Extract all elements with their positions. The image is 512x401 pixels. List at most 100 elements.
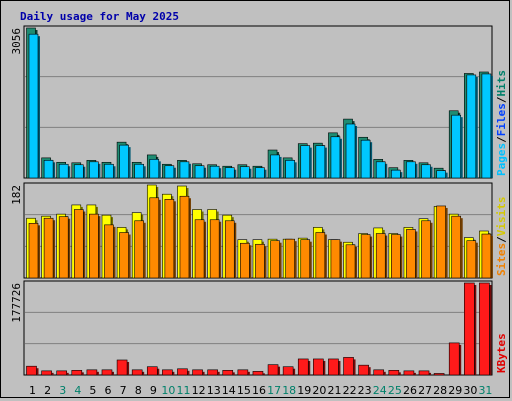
bar-hits-files-24 — [375, 161, 388, 179]
bar-face — [285, 160, 295, 179]
bar-face — [315, 232, 326, 279]
side-label-part: Files — [495, 103, 508, 136]
bar-kbytes-kbytes-18 — [282, 366, 296, 376]
bar-visits-sites-28 — [436, 205, 448, 279]
x-tick-label-29: 29 — [448, 384, 462, 397]
bar-kbytes-kbytes-19 — [297, 358, 311, 376]
bar-kbytes-kbytes-27 — [418, 370, 432, 376]
x-tick-label-1: 1 — [29, 384, 36, 397]
bar-face — [146, 366, 158, 376]
bar-face — [406, 229, 416, 279]
bar-hits-files-17 — [270, 154, 282, 179]
bar-face — [237, 369, 249, 376]
bar-face — [436, 170, 446, 179]
bar-face — [421, 164, 431, 179]
panel-kbytes-box — [23, 280, 493, 376]
bar-hits-files-7 — [119, 144, 131, 179]
bar-face — [373, 369, 385, 376]
bar-visits-sites-18 — [285, 238, 297, 279]
x-tick-label-30: 30 — [463, 384, 477, 397]
bar-face — [224, 167, 235, 179]
bar-face — [255, 243, 265, 279]
bar-face — [58, 163, 69, 179]
bar-face — [89, 213, 99, 279]
bar-hits-files-1 — [28, 33, 40, 179]
bar-face — [240, 166, 250, 179]
bar-visits-sites-6 — [104, 224, 116, 279]
bar-face — [104, 163, 114, 179]
bar-face — [26, 365, 37, 376]
chart-title: Daily usage for May 2025 — [20, 10, 179, 23]
bar-face — [391, 234, 401, 279]
bar-kbytes-kbytes-26 — [403, 370, 416, 376]
bar-face — [41, 370, 52, 376]
x-tick-label-12: 12 — [192, 384, 206, 397]
bar-face — [436, 205, 446, 279]
bar-hits-files-27 — [421, 164, 433, 179]
bar-kbytes-kbytes-1 — [26, 365, 39, 376]
bar-hits-files-11 — [179, 161, 191, 179]
bar-hits-files-22 — [345, 123, 358, 179]
bar-kbytes-kbytes-10 — [162, 369, 175, 376]
bar-hits-files-4 — [73, 164, 86, 179]
bar-face — [73, 209, 84, 279]
bar-face — [360, 139, 371, 179]
bar-face — [406, 161, 416, 179]
bar-hits-files-18 — [285, 160, 297, 179]
bar-face — [43, 217, 54, 279]
bar-hits-files-19 — [300, 145, 312, 179]
bar-face — [464, 282, 475, 376]
bar-hits-files-14 — [224, 167, 237, 179]
bar-face — [330, 136, 341, 179]
bar-face — [297, 358, 309, 376]
bar-face — [149, 159, 160, 179]
bar-visits-sites-31 — [481, 233, 493, 279]
side-label-part: / — [495, 96, 508, 103]
bar-face — [119, 144, 129, 179]
bar-kbytes-kbytes-12 — [192, 369, 205, 376]
bar-face — [330, 239, 341, 279]
bar-face — [177, 368, 188, 376]
bar-kbytes-kbytes-30 — [464, 282, 477, 376]
bar-face — [224, 220, 235, 279]
bar-face — [240, 242, 250, 279]
bar-face — [300, 145, 311, 179]
bar-face — [391, 169, 401, 179]
bar-face — [345, 244, 356, 279]
bar-face — [179, 161, 190, 179]
bar-visits-sites-13 — [209, 219, 222, 279]
bar-hits-files-31 — [481, 73, 493, 179]
bar-kbytes-kbytes-13 — [207, 369, 220, 376]
bar-visits-sites-22 — [345, 244, 358, 279]
bar-face — [418, 370, 430, 376]
x-tick-label-10: 10 — [161, 384, 175, 397]
side-label-part: Visits — [495, 197, 508, 237]
bar-hits-files-8 — [134, 163, 146, 179]
x-tick-label-17: 17 — [267, 384, 281, 397]
bar-visits-sites-20 — [315, 232, 327, 279]
panel-visits: 182 Sites/Visits — [10, 182, 508, 279]
side-label-part: / — [495, 136, 508, 143]
bar-kbytes-kbytes-3 — [56, 370, 69, 376]
bar-visits-sites-29 — [451, 215, 463, 279]
bar-face — [448, 342, 460, 376]
bar-face — [209, 165, 220, 179]
bar-kbytes-kbytes-21 — [328, 358, 341, 376]
bar-visits-sites-30 — [466, 240, 478, 279]
bar-face — [451, 215, 462, 279]
bar-face — [345, 123, 356, 179]
bar-face — [328, 358, 339, 376]
bar-face — [104, 224, 114, 279]
x-tick-label-9: 9 — [150, 384, 157, 397]
bar-face — [209, 219, 220, 279]
bar-face — [194, 219, 205, 279]
bar-hits-files-20 — [315, 145, 327, 179]
x-tick-label-14: 14 — [222, 384, 236, 397]
bar-hits-files-2 — [43, 160, 56, 179]
bar-visits-sites-1 — [28, 223, 40, 279]
bar-face — [43, 160, 54, 179]
bar-face — [149, 197, 160, 279]
bar-hits-files-12 — [194, 165, 207, 179]
bar-kbytes-kbytes-9 — [146, 366, 160, 376]
bar-kbytes-kbytes-4 — [71, 370, 84, 376]
